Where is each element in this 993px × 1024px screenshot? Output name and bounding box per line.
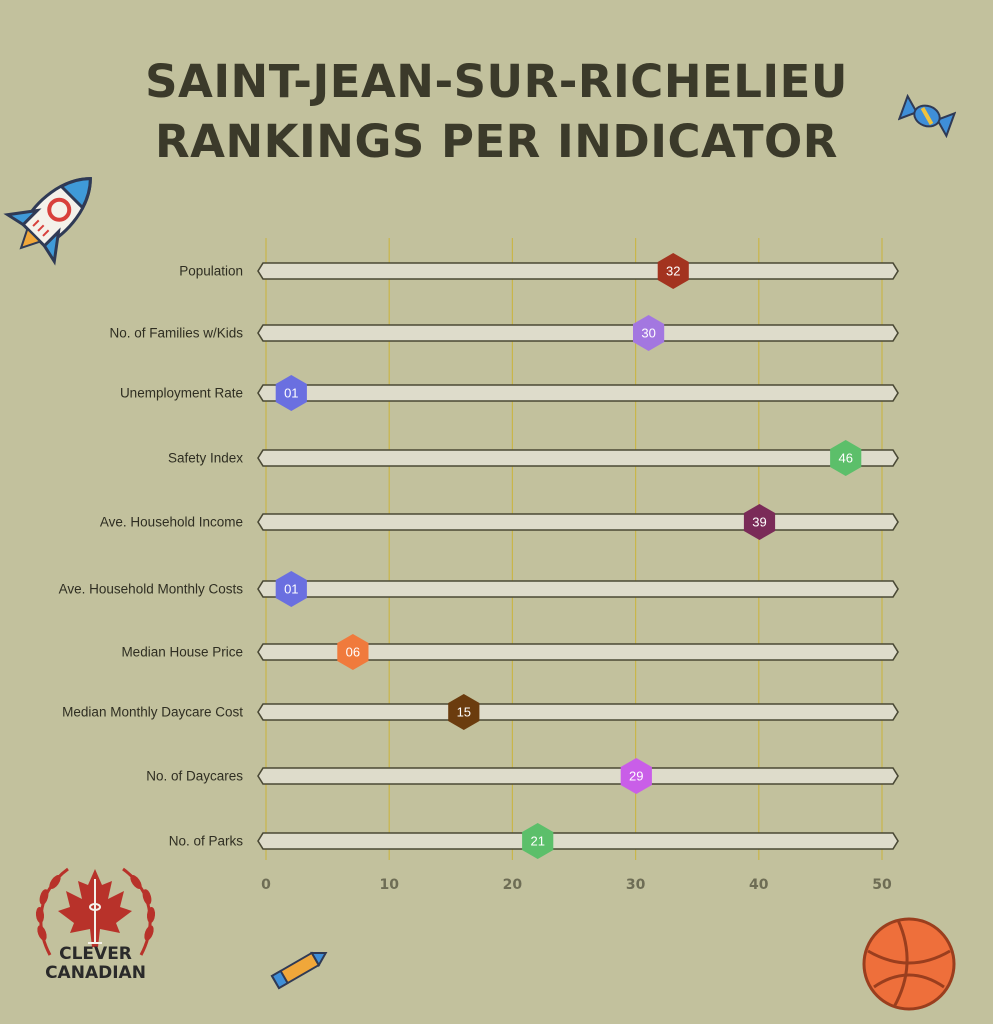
indicator-track xyxy=(257,767,899,785)
rank-marker xyxy=(633,315,665,351)
indicator-track xyxy=(257,324,899,342)
indicator-track xyxy=(257,580,899,598)
category-label: Population xyxy=(179,264,243,279)
indicator-track xyxy=(257,832,899,850)
indicator-track xyxy=(257,513,899,531)
rank-marker xyxy=(657,253,689,289)
category-label: No. of Parks xyxy=(169,834,244,849)
brand-name: CLEVER CANADIAN xyxy=(28,945,163,983)
indicator-track xyxy=(257,384,899,402)
rank-value-label: 29 xyxy=(629,769,643,784)
indicator-track xyxy=(257,262,899,280)
clever-canadian-logo xyxy=(35,867,156,956)
rank-marker xyxy=(275,375,307,411)
rank-marker xyxy=(522,823,554,859)
chart-title: SAINT-JEAN-SUR-RICHELIEU RANKINGS PER IN… xyxy=(0,52,993,172)
brand-line2: CANADIAN xyxy=(45,963,146,983)
category-label: Median Monthly Daycare Cost xyxy=(62,705,243,720)
category-label: Safety Index xyxy=(168,451,243,466)
candy-icon xyxy=(898,94,956,138)
rank-marker xyxy=(275,571,307,607)
brand-line1: CLEVER xyxy=(59,944,132,964)
category-label: No. of Families w/Kids xyxy=(109,326,243,341)
x-tick-label: 10 xyxy=(379,877,399,893)
category-label: No. of Daycares xyxy=(146,769,243,784)
rank-marker xyxy=(830,440,862,476)
rank-value-label: 30 xyxy=(641,326,655,341)
x-tick-label: 30 xyxy=(626,877,646,893)
rank-marker xyxy=(448,694,480,730)
rank-value-label: 01 xyxy=(284,386,298,401)
chart-title-line2: RANKINGS PER INDICATOR xyxy=(155,115,838,168)
rank-value-label: 06 xyxy=(346,645,360,660)
indicator-track xyxy=(257,703,899,721)
indicator-track xyxy=(257,643,899,661)
rank-value-label: 39 xyxy=(752,515,766,530)
category-label: Ave. Household Monthly Costs xyxy=(59,582,244,597)
basketball-icon xyxy=(862,917,956,1011)
category-label: Unemployment Rate xyxy=(120,386,243,401)
x-tick-label: 0 xyxy=(261,877,271,893)
x-tick-label: 50 xyxy=(872,877,892,893)
x-tick-label: 20 xyxy=(503,877,523,893)
rank-value-label: 01 xyxy=(284,582,298,597)
chart-title-line1: SAINT-JEAN-SUR-RICHELIEU xyxy=(145,55,848,108)
rocket-icon xyxy=(3,177,92,266)
crayon-icon xyxy=(270,951,328,990)
rank-value-label: 32 xyxy=(666,264,680,279)
rank-marker xyxy=(620,758,652,794)
rank-value-label: 46 xyxy=(838,451,852,466)
x-tick-label: 40 xyxy=(749,877,769,893)
category-label: Ave. Household Income xyxy=(100,515,243,530)
rank-value-label: 21 xyxy=(530,834,544,849)
rank-marker xyxy=(743,504,776,540)
category-label: Median House Price xyxy=(121,645,243,660)
indicator-track xyxy=(257,449,899,467)
rank-marker xyxy=(337,634,369,670)
rank-value-label: 15 xyxy=(457,705,471,720)
